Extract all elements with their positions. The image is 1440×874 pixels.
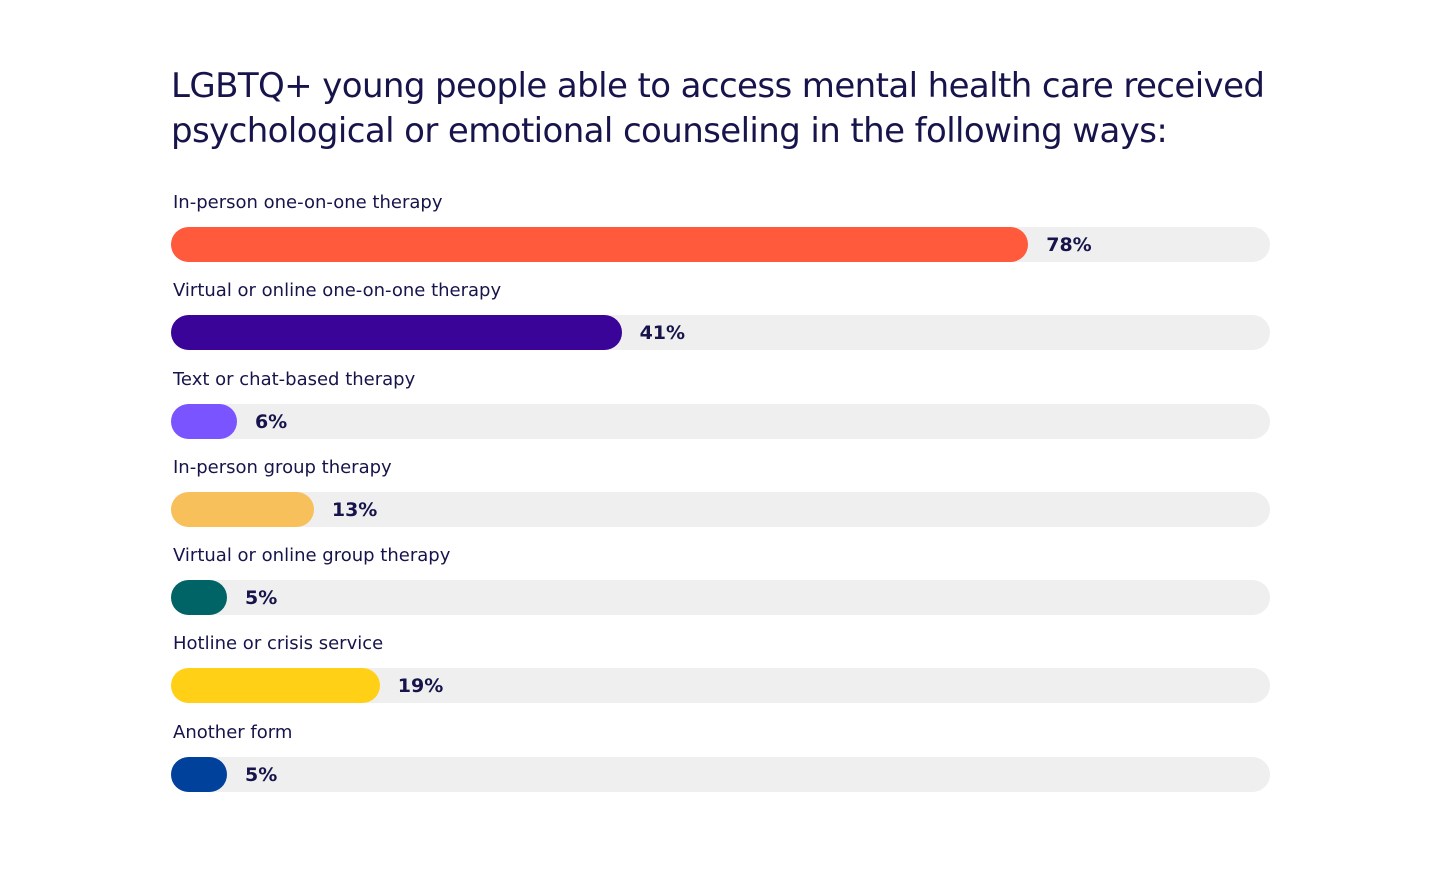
bar bbox=[171, 491, 314, 527]
bar-value-label: 41% bbox=[639, 322, 686, 345]
bar-value-label: 5% bbox=[245, 587, 278, 610]
chart-title: LGBTQ+ young people able to access menta… bbox=[171, 66, 1265, 151]
bar-track: 19% bbox=[171, 668, 1270, 704]
bar-row: Text or chat-based therapy 6% bbox=[171, 368, 1271, 456]
bar-track: 5% bbox=[171, 756, 1270, 792]
bar-value-label: 6% bbox=[254, 410, 288, 433]
bar-category-label: In-person one-on-one therapy bbox=[173, 192, 443, 213]
bar-row: In-person group therapy 13% bbox=[171, 456, 1271, 544]
bar bbox=[171, 580, 227, 616]
bar-row: Hotline or crisis service 19% bbox=[171, 632, 1271, 720]
bar-track: 78% bbox=[171, 227, 1270, 262]
bar bbox=[171, 756, 227, 792]
bar bbox=[171, 315, 622, 351]
bar-category-label: Hotline or crisis service bbox=[173, 633, 384, 655]
bar-category-label: Virtual or online one-on-one therapy bbox=[173, 280, 502, 302]
bar-row: Virtual or online one-on-one therapy 41% bbox=[171, 279, 1271, 367]
bar-row: Virtual or online group therapy 5% bbox=[171, 544, 1271, 632]
bar-value-label: 78% bbox=[1046, 234, 1092, 256]
bar-category-label: Another form bbox=[173, 721, 293, 743]
bar-track: 41% bbox=[171, 315, 1270, 351]
bar bbox=[171, 227, 1029, 262]
bar-row: In-person one-on-one therapy 78% bbox=[171, 191, 1271, 279]
chart: LGBTQ+ young people able to access menta… bbox=[171, 64, 1271, 792]
bar-track: 5% bbox=[171, 580, 1270, 616]
bar-category-label: Virtual or online group therapy bbox=[173, 545, 451, 567]
bar-value-label: 5% bbox=[245, 763, 278, 786]
bar-value-label: 19% bbox=[397, 675, 444, 698]
bar-rows: In-person one-on-one therapy 78% Virtual o… bbox=[171, 191, 1271, 809]
bar bbox=[171, 403, 237, 439]
bar-track: 6% bbox=[171, 403, 1270, 439]
bar-row: Another form 5% bbox=[171, 721, 1271, 809]
bar-track: 13% bbox=[171, 491, 1270, 527]
bar bbox=[171, 668, 380, 704]
bar-category-label: Text or chat-based therapy bbox=[173, 368, 416, 390]
bar-value-label: 13% bbox=[331, 498, 378, 521]
bar-category-label: In-person group therapy bbox=[173, 456, 392, 478]
